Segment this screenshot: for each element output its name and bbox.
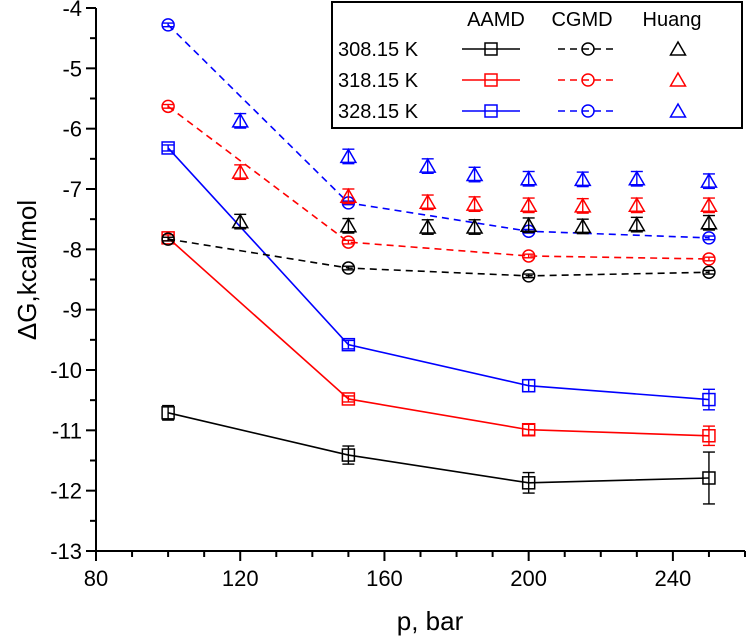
data-point — [231, 163, 250, 179]
x-tick-label: 200 — [510, 566, 547, 591]
plot-layer — [161, 18, 718, 505]
data-point — [702, 471, 716, 485]
legend-sample-marker — [669, 71, 687, 87]
data-point — [418, 157, 437, 173]
series-cgmd-30815K — [161, 232, 716, 283]
series-line — [167, 105, 709, 260]
legend-column-header: Huang — [643, 9, 702, 31]
data-point — [519, 170, 538, 186]
y-tick-label: -12 — [50, 479, 82, 504]
legend-sample-marker — [484, 104, 498, 118]
data-point — [231, 213, 250, 229]
legend-sample-marker — [484, 73, 498, 87]
data-point — [161, 99, 175, 114]
data-point — [161, 232, 175, 246]
data-point — [702, 429, 716, 443]
legend-sample-marker — [484, 42, 498, 56]
data-point — [702, 265, 716, 280]
data-point — [573, 170, 592, 187]
series-cgmd-31815K — [161, 99, 716, 266]
data-point — [521, 378, 536, 393]
data-point — [161, 141, 175, 155]
x-tick-label: 120 — [222, 566, 259, 591]
x-tick-label: 240 — [655, 566, 692, 591]
data-point — [702, 231, 716, 245]
data-point — [339, 217, 358, 233]
data-point — [341, 261, 356, 275]
x-tick-label: 80 — [84, 566, 108, 591]
data-point — [465, 218, 484, 234]
y-tick-label: -11 — [52, 418, 82, 443]
data-point — [339, 147, 358, 164]
data-point — [519, 216, 538, 232]
data-point — [521, 422, 536, 437]
series-line — [167, 237, 709, 437]
series-line — [167, 412, 709, 484]
data-point — [700, 214, 718, 230]
y-tick-label: -13 — [50, 539, 82, 564]
legend-sample-marker — [581, 73, 595, 87]
series-huang-31815K — [231, 163, 718, 214]
legend: AAMD CGMD Huang 308.15 K 318.15 K 328.15 K — [331, 1, 743, 129]
legend-column-header: CGMD — [551, 9, 612, 31]
data-point — [341, 235, 356, 249]
legend-row-label: 308.15 K — [338, 39, 419, 61]
data-point — [521, 249, 536, 263]
data-point — [702, 392, 716, 407]
y-tick-label: -10 — [50, 358, 82, 383]
data-point — [521, 476, 536, 490]
legend-box — [331, 1, 743, 129]
data-point — [700, 196, 718, 213]
y-tick-label: -8 — [62, 237, 82, 262]
series-huang-30815K — [231, 213, 718, 235]
data-point — [573, 217, 592, 234]
data-point — [628, 216, 646, 232]
data-point — [465, 195, 484, 211]
legend-row-label: 318.15 K — [338, 70, 419, 92]
axes-layer: 80 120 160 200 240 -4 -5 -6 -7 -8 -9 -10 -11 -12 -13 — [50, 0, 746, 591]
y-tick-label: -5 — [62, 56, 82, 81]
y-tick-label: -9 — [62, 298, 82, 323]
legend-sample-marker — [581, 42, 595, 56]
data-point — [231, 112, 250, 128]
data-point — [702, 252, 716, 266]
data-point — [519, 196, 538, 213]
legend-row-label: 328.15 K — [338, 101, 419, 123]
data-point — [341, 392, 356, 406]
y-tick-label: -7 — [62, 177, 82, 202]
data-point — [628, 196, 646, 213]
data-point — [161, 406, 175, 420]
x-tick-label: 160 — [366, 566, 403, 591]
y-tick-label: -6 — [62, 117, 82, 142]
data-point — [418, 193, 437, 210]
data-point — [339, 187, 358, 203]
series-aamd-30815K — [161, 404, 716, 505]
series-aamd-32815K — [161, 141, 716, 411]
series-line — [167, 24, 709, 239]
data-point — [161, 18, 175, 32]
series-huang-32815K — [231, 112, 718, 190]
data-point — [573, 197, 592, 213]
series-line — [167, 147, 710, 401]
data-point — [628, 170, 646, 186]
data-point — [700, 172, 718, 188]
legend-sample-marker — [581, 104, 595, 118]
legend-sample-marker — [669, 40, 687, 56]
legend-sample-marker — [669, 102, 687, 118]
data-point — [465, 166, 484, 182]
data-point — [418, 218, 437, 234]
x-axis-title: p, bar — [397, 606, 464, 636]
series-aamd-31815K — [161, 231, 716, 447]
y-axis-title: ΔG,kcal/mol — [12, 200, 42, 340]
y-tick-label: -4 — [62, 0, 82, 21]
legend-column-header: AAMD — [467, 9, 525, 31]
data-point — [341, 337, 356, 352]
data-point — [521, 269, 536, 283]
data-point — [341, 448, 356, 462]
